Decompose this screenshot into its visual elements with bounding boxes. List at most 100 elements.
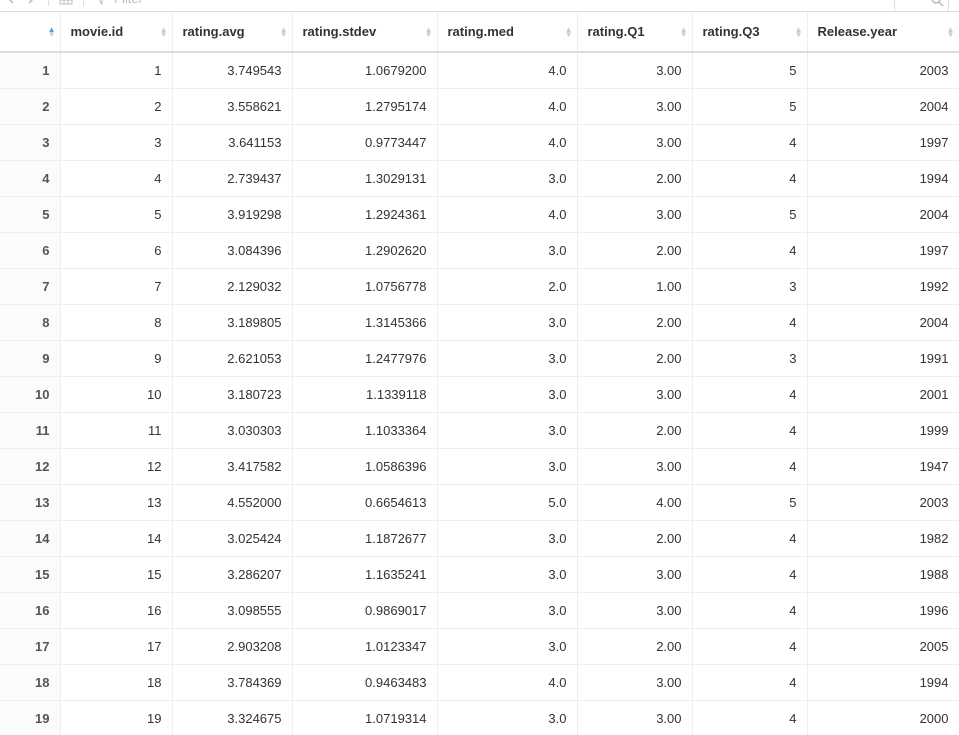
- table-row[interactable]: 16163.0985550.98690173.03.0041996: [0, 592, 959, 628]
- cell-rating-Q3: 4: [692, 412, 807, 448]
- cell-rating-Q3: 4: [692, 232, 807, 268]
- cell-rating-med: 5.0: [437, 484, 577, 520]
- cell-rating-Q1: 2.00: [577, 232, 692, 268]
- cell-rating-Q1: 2.00: [577, 160, 692, 196]
- cell-movie-id: 15: [60, 556, 172, 592]
- sort-arrows-icon[interactable]: ▲▼: [680, 27, 688, 37]
- row-number: 5: [0, 196, 60, 232]
- cell-rating-med: 3.0: [437, 232, 577, 268]
- search-input[interactable]: [894, 0, 949, 12]
- cell-rating-med: 3.0: [437, 340, 577, 376]
- col-header-label: Release.year: [818, 24, 898, 39]
- cell-Release-year: 1988: [807, 556, 959, 592]
- cell-rating-med: 3.0: [437, 628, 577, 664]
- cell-rating-stdev: 0.9773447: [292, 124, 437, 160]
- sort-arrows-icon[interactable]: ▲▼: [565, 27, 573, 37]
- table-row[interactable]: 19193.3246751.07193143.03.0042000: [0, 700, 959, 735]
- cell-rating-stdev: 1.2477976: [292, 340, 437, 376]
- cell-rating-Q3: 4: [692, 124, 807, 160]
- cell-rating-med: 4.0: [437, 664, 577, 700]
- cell-rating-avg: 2.621053: [172, 340, 292, 376]
- back-icon[interactable]: [4, 0, 18, 5]
- table-row[interactable]: 223.5586211.27951744.03.0052004: [0, 88, 959, 124]
- col-header-rating-stdev[interactable]: rating.stdev▲▼: [292, 12, 437, 52]
- cell-rating-avg: 3.025424: [172, 520, 292, 556]
- forward-icon[interactable]: [24, 0, 38, 5]
- sort-arrows-icon[interactable]: ▲▼: [947, 27, 955, 37]
- row-number: 10: [0, 376, 60, 412]
- cell-rating-Q3: 3: [692, 340, 807, 376]
- col-header-rating-Q1[interactable]: rating.Q1▲▼: [577, 12, 692, 52]
- col-header-label: rating.avg: [183, 24, 245, 39]
- table-row[interactable]: 17172.9032081.01233473.02.0042005: [0, 628, 959, 664]
- table-row[interactable]: 442.7394371.30291313.02.0041994: [0, 160, 959, 196]
- table-row[interactable]: 883.1898051.31453663.02.0042004: [0, 304, 959, 340]
- table-row[interactable]: 333.6411530.97734474.03.0041997: [0, 124, 959, 160]
- table-row[interactable]: 553.9192981.29243614.03.0052004: [0, 196, 959, 232]
- col-header-label: rating.med: [448, 24, 514, 39]
- col-header-Release-year[interactable]: Release.year ▲▼: [807, 12, 959, 52]
- table-row[interactable]: 992.6210531.24779763.02.0031991: [0, 340, 959, 376]
- cell-rating-stdev: 1.1339118: [292, 376, 437, 412]
- cell-movie-id: 4: [60, 160, 172, 196]
- sort-arrows-icon[interactable]: ▲▼: [425, 27, 433, 37]
- cell-rating-avg: 3.641153: [172, 124, 292, 160]
- row-number: 14: [0, 520, 60, 556]
- cell-Release-year: 1991: [807, 340, 959, 376]
- sort-arrows-icon[interactable]: ▲▼: [160, 27, 168, 37]
- cell-rating-Q3: 4: [692, 376, 807, 412]
- cell-rating-avg: 3.189805: [172, 304, 292, 340]
- cell-rating-stdev: 1.0123347: [292, 628, 437, 664]
- table-row[interactable]: 13134.5520000.66546135.04.0052003: [0, 484, 959, 520]
- cell-rating-med: 4.0: [437, 196, 577, 232]
- table-row[interactable]: 18183.7843690.94634834.03.0041994: [0, 664, 959, 700]
- table-row[interactable]: 10103.1807231.13391183.03.0042001: [0, 376, 959, 412]
- col-header-movie-id[interactable]: movie.id ▲▼: [60, 12, 172, 52]
- cell-rating-Q1: 2.00: [577, 628, 692, 664]
- row-number: 2: [0, 88, 60, 124]
- row-number: 18: [0, 664, 60, 700]
- cell-rating-Q3: 3: [692, 268, 807, 304]
- cell-rating-avg: 3.417582: [172, 448, 292, 484]
- cell-Release-year: 1982: [807, 520, 959, 556]
- cell-rating-avg: 2.739437: [172, 160, 292, 196]
- table-row[interactable]: 663.0843961.29026203.02.0041997: [0, 232, 959, 268]
- cell-rating-Q3: 5: [692, 484, 807, 520]
- cell-rating-stdev: 1.0586396: [292, 448, 437, 484]
- cell-rating-Q3: 5: [692, 196, 807, 232]
- cell-rating-stdev: 1.1872677: [292, 520, 437, 556]
- cell-rating-Q1: 3.00: [577, 592, 692, 628]
- sort-arrows-icon[interactable]: ▲▼: [795, 27, 803, 37]
- table-row[interactable]: 113.7495431.06792004.03.0052003: [0, 52, 959, 88]
- filter-icon[interactable]: [94, 0, 108, 5]
- cell-rating-Q1: 3.00: [577, 376, 692, 412]
- toolbar-separator: [48, 0, 49, 6]
- sort-arrows-icon[interactable]: ▲▼: [280, 27, 288, 37]
- cell-Release-year: 2000: [807, 700, 959, 735]
- cell-rating-stdev: 1.0756778: [292, 268, 437, 304]
- col-header-rating-avg[interactable]: rating.avg ▲▼: [172, 12, 292, 52]
- cell-rating-med: 4.0: [437, 88, 577, 124]
- table-row[interactable]: 11113.0303031.10333643.02.0041999: [0, 412, 959, 448]
- cell-movie-id: 14: [60, 520, 172, 556]
- rownum-header[interactable]: ▲▼: [0, 12, 60, 52]
- cell-rating-med: 3.0: [437, 592, 577, 628]
- table-row[interactable]: 12123.4175821.05863963.03.0041947: [0, 448, 959, 484]
- cell-rating-avg: 3.180723: [172, 376, 292, 412]
- cell-rating-med: 4.0: [437, 52, 577, 88]
- cell-rating-Q1: 3.00: [577, 664, 692, 700]
- cell-rating-Q1: 3.00: [577, 52, 692, 88]
- cell-rating-med: 3.0: [437, 520, 577, 556]
- table-row[interactable]: 14143.0254241.18726773.02.0041982: [0, 520, 959, 556]
- col-header-rating-med[interactable]: rating.med ▲▼: [437, 12, 577, 52]
- grid-icon[interactable]: [59, 0, 73, 5]
- col-header-label: movie.id: [71, 24, 124, 39]
- cell-movie-id: 7: [60, 268, 172, 304]
- table-row[interactable]: 15153.2862071.16352413.03.0041988: [0, 556, 959, 592]
- cell-Release-year: 1994: [807, 664, 959, 700]
- cell-rating-Q3: 4: [692, 628, 807, 664]
- col-header-rating-Q3[interactable]: rating.Q3▲▼: [692, 12, 807, 52]
- data-table-wrap: ▲▼movie.id▲▼rating.avg▲▼rating.stdev▲▼ra…: [0, 12, 959, 735]
- row-number: 17: [0, 628, 60, 664]
- table-row[interactable]: 772.1290321.07567782.01.0031992: [0, 268, 959, 304]
